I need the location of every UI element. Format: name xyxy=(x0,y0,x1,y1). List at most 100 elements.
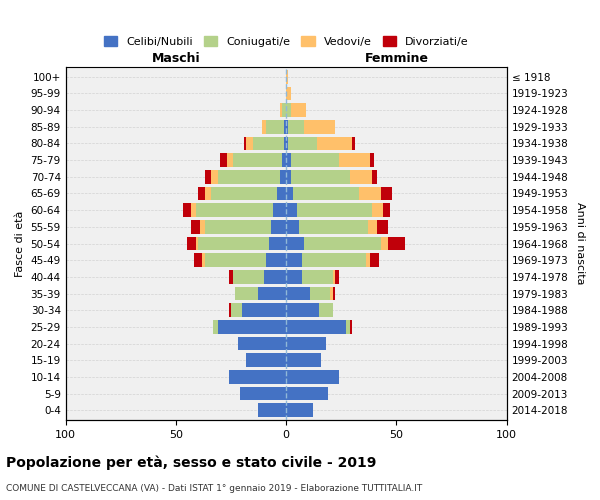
Bar xyxy=(262,120,266,134)
Bar xyxy=(269,236,286,250)
Bar xyxy=(286,154,290,167)
Bar xyxy=(286,387,328,400)
Bar xyxy=(350,170,372,183)
Bar xyxy=(235,286,257,300)
Bar xyxy=(284,120,286,134)
Bar xyxy=(240,387,286,400)
Bar xyxy=(346,320,350,334)
Bar xyxy=(317,136,352,150)
Bar xyxy=(286,254,302,267)
Bar xyxy=(214,320,218,334)
Bar xyxy=(381,236,388,250)
Bar xyxy=(182,204,191,217)
Bar xyxy=(286,170,290,183)
Bar xyxy=(286,354,322,367)
Bar xyxy=(196,236,198,250)
Bar xyxy=(233,154,282,167)
Bar xyxy=(200,220,205,234)
Bar xyxy=(280,170,286,183)
Bar xyxy=(286,286,310,300)
Bar xyxy=(266,254,286,267)
Bar xyxy=(253,136,284,150)
Bar xyxy=(229,304,231,317)
Bar xyxy=(286,370,339,384)
Bar xyxy=(290,104,306,117)
Bar xyxy=(319,304,332,317)
Bar xyxy=(388,236,405,250)
Bar xyxy=(286,120,289,134)
Bar xyxy=(383,204,390,217)
Bar xyxy=(277,186,286,200)
Bar xyxy=(280,104,282,117)
Bar xyxy=(372,170,377,183)
Bar xyxy=(242,304,286,317)
Bar xyxy=(377,220,388,234)
Bar xyxy=(257,404,286,417)
Bar xyxy=(218,170,280,183)
Bar xyxy=(370,154,374,167)
Bar xyxy=(332,270,335,283)
Bar xyxy=(289,136,317,150)
Bar xyxy=(218,320,286,334)
Bar xyxy=(302,270,332,283)
Bar xyxy=(289,120,304,134)
Bar xyxy=(227,154,233,167)
Bar xyxy=(205,220,271,234)
Bar xyxy=(271,220,286,234)
Bar xyxy=(302,254,365,267)
Bar xyxy=(286,236,304,250)
Bar xyxy=(247,354,286,367)
Bar xyxy=(293,186,359,200)
Bar xyxy=(372,204,383,217)
Bar xyxy=(286,104,290,117)
Bar xyxy=(286,270,302,283)
Bar xyxy=(198,236,269,250)
Bar xyxy=(304,236,381,250)
Text: Maschi: Maschi xyxy=(152,52,200,65)
Text: Femmine: Femmine xyxy=(364,52,428,65)
Bar xyxy=(297,204,372,217)
Bar xyxy=(233,270,264,283)
Y-axis label: Anni di nascita: Anni di nascita xyxy=(575,202,585,285)
Bar xyxy=(211,170,218,183)
Bar xyxy=(247,136,253,150)
Bar xyxy=(299,220,368,234)
Bar xyxy=(205,186,211,200)
Bar xyxy=(191,204,196,217)
Bar xyxy=(231,304,242,317)
Bar xyxy=(365,254,370,267)
Text: Popolazione per età, sesso e stato civile - 2019: Popolazione per età, sesso e stato civil… xyxy=(6,456,376,470)
Bar xyxy=(244,136,247,150)
Bar xyxy=(286,70,289,84)
Bar xyxy=(187,236,196,250)
Bar xyxy=(211,186,277,200)
Bar xyxy=(290,170,350,183)
Bar xyxy=(273,204,286,217)
Bar xyxy=(286,86,290,101)
Bar xyxy=(310,286,331,300)
Text: COMUNE DI CASTELVECCANA (VA) - Dati ISTAT 1° gennaio 2019 - Elaborazione TUTTITA: COMUNE DI CASTELVECCANA (VA) - Dati ISTA… xyxy=(6,484,422,493)
Bar xyxy=(282,104,286,117)
Bar xyxy=(286,336,326,350)
Bar xyxy=(339,154,370,167)
Bar xyxy=(220,154,227,167)
Bar xyxy=(335,270,339,283)
Bar xyxy=(359,186,381,200)
Bar xyxy=(286,220,299,234)
Bar xyxy=(284,136,286,150)
Bar xyxy=(368,220,377,234)
Bar xyxy=(350,320,352,334)
Bar xyxy=(381,186,392,200)
Bar xyxy=(196,204,273,217)
Bar xyxy=(205,254,266,267)
Legend: Celibi/Nubili, Coniugati/e, Vedovi/e, Divorziati/e: Celibi/Nubili, Coniugati/e, Vedovi/e, Di… xyxy=(104,36,469,47)
Bar xyxy=(370,254,379,267)
Bar xyxy=(352,136,355,150)
Bar xyxy=(286,204,297,217)
Bar xyxy=(194,254,202,267)
Bar xyxy=(229,270,233,283)
Bar xyxy=(202,254,205,267)
Y-axis label: Fasce di età: Fasce di età xyxy=(15,210,25,276)
Bar xyxy=(238,336,286,350)
Bar xyxy=(304,120,335,134)
